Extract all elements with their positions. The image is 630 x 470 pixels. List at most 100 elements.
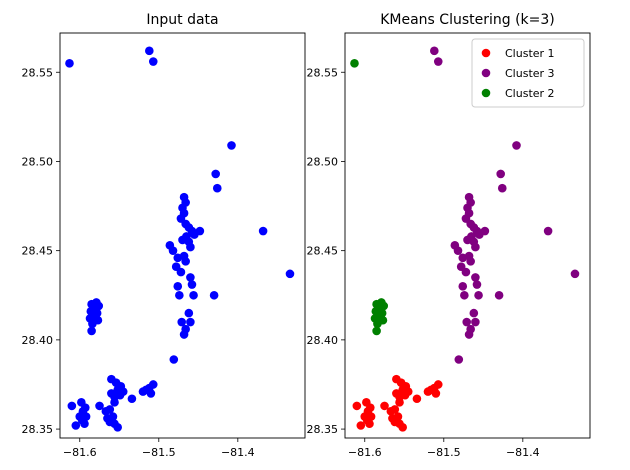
data-point (108, 412, 118, 421)
y-tick-label: 28.40 (307, 334, 339, 347)
chart-title: Input data (146, 12, 218, 28)
data-point (472, 280, 482, 289)
series-1 (430, 46, 580, 364)
axes-frame (59, 32, 306, 439)
data-point (169, 355, 179, 364)
data-point (65, 59, 74, 68)
data-point (168, 246, 178, 255)
data-point (258, 226, 268, 236)
data-point (67, 401, 77, 411)
data-point (365, 419, 374, 429)
data-point (110, 398, 119, 407)
y-tick-label: 28.50 (307, 155, 339, 168)
data-point (462, 317, 472, 327)
data-point (95, 401, 104, 411)
data-point (186, 273, 195, 282)
y-tick-label: 28.50 (22, 155, 54, 168)
data-point (177, 317, 187, 327)
data-point (186, 317, 195, 327)
data-point (412, 394, 422, 404)
data-point (512, 141, 521, 150)
data-point (460, 290, 469, 300)
data-point (497, 183, 507, 193)
axes-frame (344, 32, 591, 439)
input-data-panel: Input data −81.6 −81.5 −81.4 28.35 28.40 28.4… (22, 12, 306, 459)
data-point (80, 403, 90, 412)
data-point (227, 141, 236, 150)
chart-title: KMeans Clustering (k=3) (380, 12, 555, 28)
data-point (127, 394, 137, 404)
data-point (471, 242, 480, 252)
data-point (179, 330, 189, 339)
data-point (209, 290, 219, 300)
data-point (403, 387, 413, 396)
data-point (113, 423, 122, 432)
data-point (454, 355, 464, 364)
x-tick-label: −81.6 (348, 446, 382, 459)
data-point (91, 305, 100, 314)
data-point (356, 421, 366, 430)
data-point (285, 269, 295, 279)
data-point (181, 257, 190, 266)
data-point (471, 273, 480, 282)
data-point (211, 169, 220, 179)
legend-label: Cluster 3 (505, 67, 555, 80)
data-point (81, 412, 91, 421)
data-point (365, 403, 375, 412)
y-tick-label: 28.40 (22, 334, 54, 347)
data-point (471, 317, 480, 327)
data-point (80, 419, 89, 429)
data-point (494, 290, 504, 300)
series-2 (350, 59, 389, 336)
x-tick-label: −81.5 (427, 446, 461, 459)
data-point (474, 290, 483, 300)
series-0 (65, 46, 295, 432)
data-point (212, 183, 222, 193)
plot-area: −81.6 −81.5 −81.4 28.35 28.40 28.45 28.50 28.55 (22, 32, 306, 459)
legend-marker (481, 68, 491, 78)
data-point (433, 380, 443, 389)
data-point (195, 226, 205, 236)
data-point (380, 401, 389, 411)
data-point (118, 387, 128, 396)
data-point (466, 257, 475, 266)
data-point (431, 389, 441, 398)
data-point (105, 405, 115, 414)
data-point (398, 423, 407, 432)
legend-label: Cluster 1 (505, 47, 555, 60)
data-point (146, 389, 156, 398)
data-point (352, 401, 362, 411)
data-point (173, 282, 183, 291)
data-point (148, 380, 158, 389)
data-point (496, 169, 505, 179)
data-point (458, 282, 468, 291)
data-point (145, 46, 154, 56)
data-point (87, 326, 96, 336)
data-point (175, 290, 184, 300)
data-point (390, 405, 400, 414)
legend-label: Cluster 2 (505, 87, 555, 100)
y-tick-label: 28.35 (22, 423, 54, 436)
data-point (186, 242, 195, 252)
kmeans-panel: KMeans Clustering (k=3) −81.6 −81.5 −81.4 2… (307, 12, 591, 459)
x-tick-label: −81.5 (142, 446, 176, 459)
legend: Cluster 1 Cluster 3 Cluster 2 (471, 38, 585, 108)
x-tick-label: −81.6 (63, 446, 97, 459)
x-tick-label: −81.4 (221, 446, 255, 459)
data-point (393, 412, 403, 421)
y-tick-label: 28.55 (307, 66, 339, 79)
data-point (458, 253, 468, 263)
data-point (376, 305, 385, 314)
y-tick-label: 28.35 (307, 423, 339, 436)
data-point (71, 421, 81, 430)
data-point (372, 326, 381, 336)
data-point (189, 290, 198, 300)
x-tick-label: −81.4 (506, 446, 540, 459)
data-point (370, 314, 380, 323)
data-point (469, 308, 479, 318)
data-point (392, 374, 401, 384)
series-0 (352, 374, 443, 432)
y-tick-label: 28.45 (307, 245, 339, 258)
data-point (366, 412, 376, 421)
